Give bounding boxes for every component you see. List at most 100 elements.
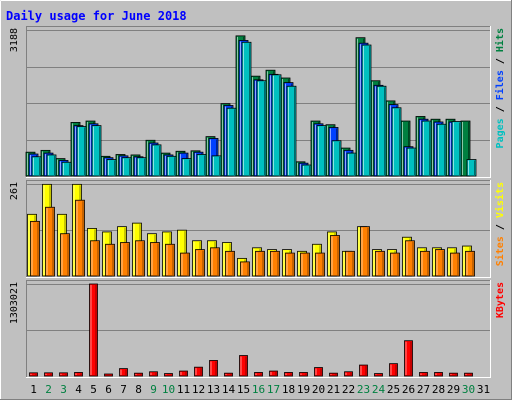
bar-pages	[376, 85, 387, 177]
legend-item: Hits	[494, 28, 506, 52]
x-tick-labels: 1 2 3 4 5 6 7 8 9 10 11 12 13 14 15 16 17 18 19 20 21 22 23 24 2…	[30, 383, 490, 396]
bar-pages	[31, 156, 42, 177]
x-tick-label: 25	[387, 383, 400, 396]
legend-separator: /	[495, 100, 506, 118]
bar-body	[421, 120, 432, 177]
bar-sites	[30, 220, 40, 277]
x-tick-label: 29	[447, 383, 460, 396]
bar-kbytes	[44, 372, 53, 377]
x-tick-label: 6	[105, 383, 112, 396]
bar-body	[90, 240, 100, 277]
bar-body	[166, 155, 177, 177]
x-tick-label: 3	[60, 383, 67, 396]
bar-sites	[105, 243, 115, 277]
y-max-label: 3188	[9, 28, 20, 52]
bar-kbytes	[374, 373, 383, 377]
bar-body	[196, 154, 207, 177]
bar-kbytes	[269, 370, 278, 377]
bar-pages	[91, 125, 102, 177]
bar-sites	[435, 249, 445, 277]
bar-body	[256, 80, 267, 177]
bar-kbytes	[194, 366, 203, 377]
bar-body	[121, 157, 132, 177]
bar-kbytes	[239, 355, 248, 377]
x-tick-label: 16	[252, 383, 265, 396]
bar-body	[75, 199, 85, 277]
x-tick-label: 12	[192, 383, 205, 396]
series-kbytes	[29, 283, 473, 377]
bar-sites	[135, 240, 145, 277]
bar-body	[450, 252, 460, 277]
bar-kbytes	[464, 372, 473, 377]
bar-kbytes	[29, 372, 38, 377]
x-tick-label: 21	[327, 383, 340, 396]
bar-kbytes	[419, 372, 428, 377]
bar-body	[330, 235, 340, 277]
x-tick-label: 1	[30, 383, 37, 396]
bar-body	[315, 252, 325, 277]
bar-sites	[345, 250, 355, 277]
bar-pages	[166, 155, 177, 177]
x-tick-label: 8	[135, 383, 142, 396]
bar-body	[436, 123, 447, 177]
x-tick-label: 9	[150, 383, 157, 396]
bar-kbytes	[104, 373, 113, 377]
bar-pages	[271, 74, 282, 177]
bar-body	[29, 372, 38, 377]
bar-body	[376, 85, 387, 177]
bar-kbytes	[134, 372, 143, 377]
bar-kbytes	[164, 373, 173, 377]
bar-body	[210, 247, 220, 277]
bar-sites	[195, 249, 205, 277]
x-tick-label: 31	[477, 383, 490, 396]
bar-body	[105, 243, 115, 277]
legend-item: Sites	[494, 236, 506, 266]
bar-body	[104, 373, 113, 377]
bar-sites	[285, 252, 295, 277]
bar-body	[331, 140, 342, 177]
bar-sites	[180, 252, 190, 277]
legend-separator: /	[495, 52, 506, 70]
bar-body	[286, 85, 297, 177]
x-tick-label: 22	[342, 383, 355, 396]
x-tick-label: 11	[177, 383, 190, 396]
plot-area	[26, 280, 491, 378]
bar-pages	[61, 161, 72, 177]
bar-body	[406, 147, 417, 177]
bar-body	[254, 372, 263, 377]
bar-body	[106, 159, 117, 177]
bar-body	[464, 372, 473, 377]
x-tick-label: 19	[297, 383, 310, 396]
bar-pages	[301, 164, 312, 177]
bar-body	[74, 372, 83, 377]
bar-body	[226, 107, 237, 177]
x-tick-label: 27	[417, 383, 430, 396]
bar-sites	[60, 233, 70, 277]
bar-body	[449, 372, 458, 377]
bar-body	[150, 242, 160, 277]
x-tick-label: 18	[282, 383, 295, 396]
bar-body	[271, 74, 282, 177]
bar-sites	[90, 240, 100, 277]
legend-item: Visits	[494, 182, 506, 218]
bar-kbytes	[224, 372, 233, 377]
bar-body	[466, 159, 477, 177]
bar-body	[151, 144, 162, 177]
bar-body	[405, 240, 415, 277]
bar-pages	[361, 44, 372, 177]
bar-sites	[270, 250, 280, 277]
bar-pages	[451, 121, 462, 177]
bar-kbytes	[449, 372, 458, 377]
x-tick-label: 24	[372, 383, 386, 396]
bar-pages	[196, 154, 207, 177]
x-tick-label: 20	[312, 383, 325, 396]
bar-body	[391, 107, 402, 177]
bar-body	[134, 372, 143, 377]
bar-pages	[421, 120, 432, 177]
bar-kbytes	[119, 368, 128, 377]
bar-sites	[360, 226, 370, 277]
bar-body	[434, 372, 443, 377]
bar-pages	[151, 144, 162, 177]
bar-kbytes	[329, 372, 338, 377]
